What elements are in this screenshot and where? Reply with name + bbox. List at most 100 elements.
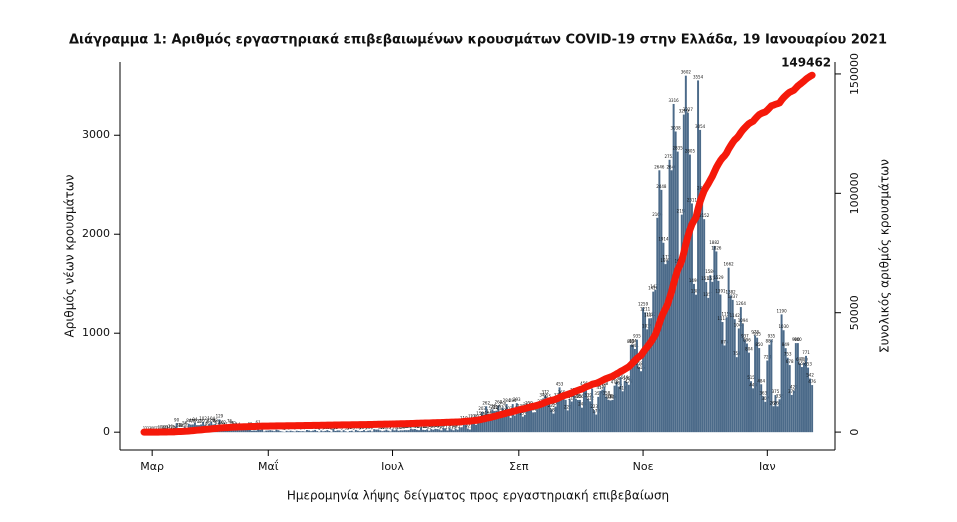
bar-value-label: 326 [576, 394, 584, 399]
bar-value-label: 56 [182, 421, 188, 426]
bar-value-label: 342 [539, 392, 547, 397]
bar [546, 400, 549, 433]
bar-value-label: 458 [601, 381, 609, 386]
bar [525, 408, 528, 433]
bar [792, 390, 795, 433]
bar [786, 357, 789, 433]
bar-value-label: 213 [491, 405, 499, 410]
x-tick-label: Νοε [633, 460, 654, 473]
bar [340, 431, 343, 433]
bar [788, 365, 791, 433]
bar [566, 410, 569, 433]
bar [342, 430, 345, 433]
bar-value-label: 76 [227, 419, 233, 424]
bar [379, 430, 382, 433]
bar [238, 430, 241, 433]
bar-value-label: 1882 [709, 240, 720, 245]
bar-value-label: 178 [592, 409, 600, 414]
bar [611, 399, 614, 433]
bar-value-label: 82 [207, 418, 213, 423]
bar-value-label: 882 [627, 339, 635, 344]
bar [446, 430, 449, 433]
bar-value-label: 18 [439, 424, 445, 429]
chart-title: Διάγραμμα 1: Αριθμός εργαστηριακά επιβεβ… [69, 33, 887, 48]
bar-value-label: 357 [594, 391, 602, 396]
bar [513, 415, 516, 433]
y2-axis-title: Συνολικός αριθμός κρουσμάτων [878, 159, 892, 353]
bar-value-label: 417 [596, 385, 604, 390]
bar [574, 398, 577, 433]
bar [780, 314, 783, 433]
bar [393, 430, 396, 433]
bar [473, 419, 475, 433]
bar [770, 339, 773, 433]
bar [693, 283, 695, 433]
bar [603, 386, 606, 433]
bar [688, 154, 691, 433]
y2-tick-label: 50000 [848, 295, 861, 330]
bar [303, 431, 306, 433]
bar [680, 214, 683, 433]
bar-value-label: 849 [782, 342, 790, 347]
bar [308, 430, 310, 433]
y2-tick-label: 100000 [848, 172, 861, 214]
bar [456, 429, 459, 433]
bar [615, 381, 618, 433]
bar [809, 378, 812, 433]
bar [265, 430, 268, 433]
bar-value-label: 293 [513, 397, 521, 402]
bar-value-label: 804 [745, 347, 753, 352]
bar [678, 264, 681, 433]
bar-value-label: 453 [556, 381, 564, 386]
bar [756, 337, 759, 433]
bar [454, 428, 457, 433]
y-tick-label: 1000 [82, 326, 110, 339]
bar [381, 431, 384, 433]
bar [782, 330, 785, 433]
bar-value-label: 3209 [679, 109, 690, 114]
bar [479, 417, 482, 433]
bar-value-label: 211 [497, 405, 505, 410]
bar [709, 275, 712, 433]
bar-value-label: 11 [164, 425, 170, 430]
bar-value-label: 27 [467, 424, 473, 429]
bar-value-label: 653 [804, 362, 812, 367]
bar [377, 429, 380, 433]
bar-value-label: 876 [721, 339, 729, 344]
bar-value-label: 937 [741, 333, 749, 338]
bar-value-label: 2805 [685, 149, 696, 154]
bar-value-label: 217 [493, 405, 501, 410]
bar [811, 385, 814, 433]
bar [778, 399, 781, 433]
bar-value-label: 7 [371, 425, 374, 430]
bar-value-label: 1391 [715, 289, 726, 294]
bar-value-label: 53 [231, 421, 237, 426]
bar-value-label: 519 [621, 375, 629, 380]
bar-value-label: 312 [586, 395, 594, 400]
bar-value-label: 1039 [642, 323, 653, 328]
y-axis-title: Αριθμός νέων κρουσμάτων [63, 174, 77, 337]
bar-value-label: 900 [794, 337, 802, 342]
bar-value-label: 508 [613, 376, 621, 381]
bar [558, 387, 561, 433]
bar-value-label: 2152 [699, 213, 710, 218]
bar-value-label: 420 [790, 385, 798, 390]
bar-value-label: 1150 [644, 312, 655, 317]
bar [705, 282, 708, 433]
bar [597, 396, 600, 433]
bar-value-label: 61 [256, 420, 262, 425]
bar-value-label: 358 [603, 391, 611, 396]
bar-value-label: 700 [800, 357, 808, 362]
bar-value-label: 49 [205, 421, 211, 426]
bar [701, 191, 704, 433]
bar [707, 297, 710, 433]
bar [682, 114, 685, 433]
bar [495, 410, 498, 433]
bar [552, 413, 555, 433]
bar-value-label: 1529 [713, 275, 724, 280]
bar-value-label: 62 [215, 420, 221, 425]
bar-value-label: 153 [476, 411, 484, 416]
bar [293, 431, 296, 433]
bar-value-label: 456 [580, 381, 588, 386]
bar-value-label: 338 [572, 393, 580, 398]
